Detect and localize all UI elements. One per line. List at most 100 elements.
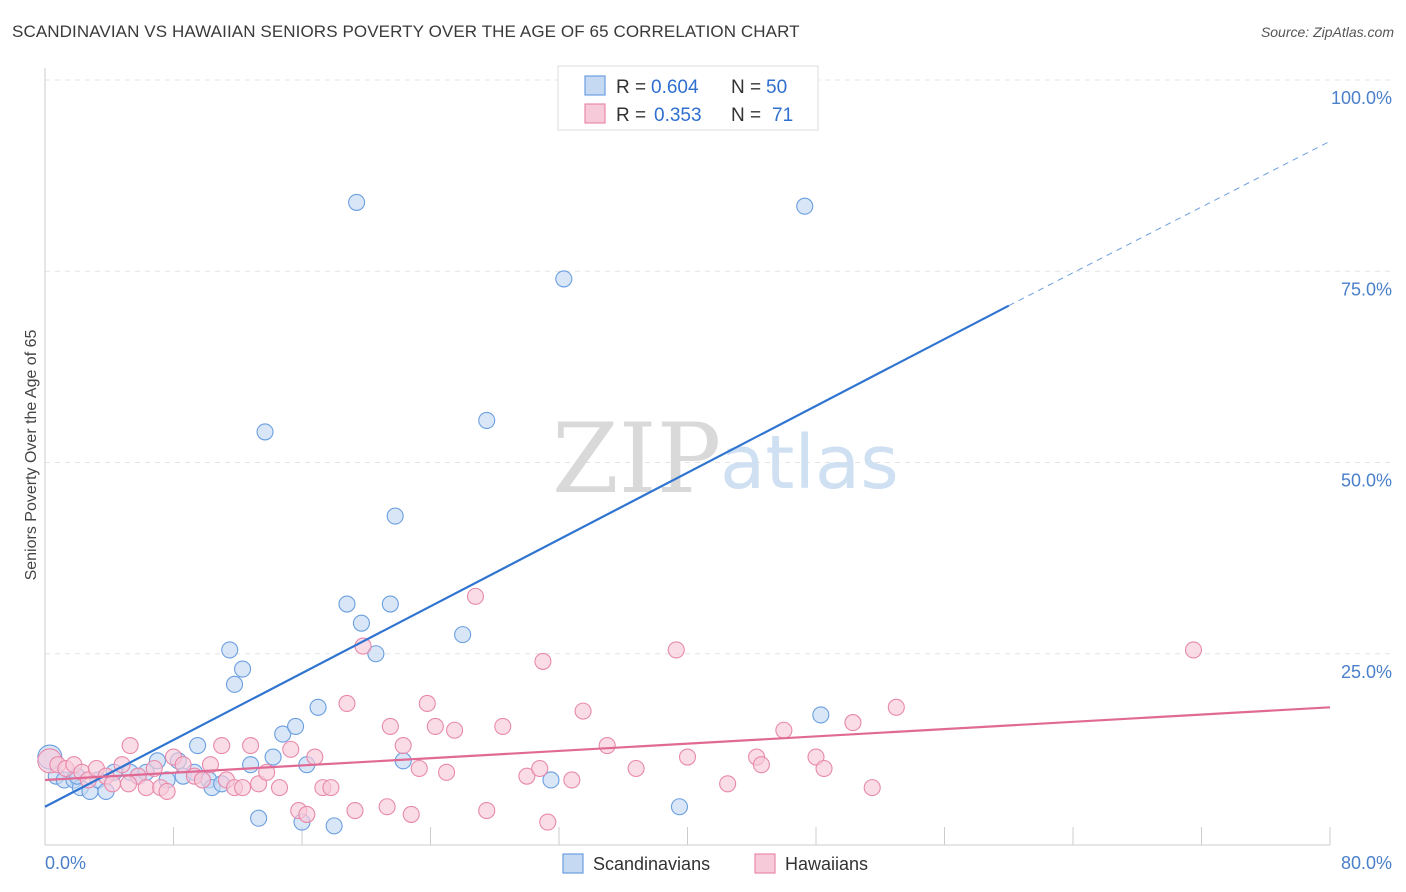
point-hawaiians-24 xyxy=(234,779,252,797)
point-scandinavians-43 xyxy=(542,771,560,789)
point-scandinavians-46 xyxy=(796,197,814,215)
point-hawaiians-54 xyxy=(563,771,581,789)
y-tick-label-100: 100.0% xyxy=(1331,88,1392,108)
point-scandinavians-36 xyxy=(352,614,370,632)
point-hawaiians-42 xyxy=(410,759,428,778)
point-hawaiians-68 xyxy=(887,698,905,716)
point-hawaiians-35 xyxy=(338,694,356,713)
chart-source: Source: ZipAtlas.com xyxy=(1260,24,1394,40)
y-tick-label-50: 50.0% xyxy=(1341,471,1392,491)
point-scandinavians-42 xyxy=(478,411,496,429)
y-tick-label-75: 75.0% xyxy=(1341,279,1392,299)
legend-r-label-1: R = xyxy=(616,77,646,98)
point-hawaiians-32 xyxy=(306,748,324,766)
point-hawaiians-63 xyxy=(775,721,793,739)
chart-title: SCANDINAVIAN VS HAWAIIAN SENIORS POVERTY… xyxy=(12,22,800,41)
point-scandinavians-21 xyxy=(221,641,239,659)
point-hawaiians-21 xyxy=(213,736,231,755)
bottom-legend-swatch-scandinavians xyxy=(562,853,584,874)
legend-n-value-1: 50 xyxy=(766,77,787,98)
point-scandinavians-37 xyxy=(367,645,385,663)
y-tick-label-25: 25.0% xyxy=(1341,662,1392,682)
point-scandinavians-25 xyxy=(250,809,268,827)
point-hawaiians-65 xyxy=(815,759,833,778)
point-hawaiians-43 xyxy=(418,694,436,713)
point-scandinavians-27 xyxy=(264,748,282,766)
bottom-legend-swatch-hawaiians xyxy=(754,853,776,874)
point-hawaiians-62 xyxy=(752,756,770,774)
point-hawaiians-51 xyxy=(531,759,549,778)
point-hawaiians-12 xyxy=(137,779,155,797)
point-scandinavians-35 xyxy=(348,193,366,211)
watermark: ZIP atlas xyxy=(552,403,899,515)
point-scandinavians-45 xyxy=(670,798,689,816)
grid xyxy=(45,79,1392,655)
point-hawaiians-47 xyxy=(466,587,485,605)
point-hawaiians-57 xyxy=(627,759,645,778)
point-hawaiians-15 xyxy=(158,782,176,801)
point-hawaiians-60 xyxy=(719,775,737,793)
point-hawaiians-19 xyxy=(193,771,211,789)
point-hawaiians-45 xyxy=(438,763,456,781)
point-hawaiians-36 xyxy=(346,802,364,820)
trend-lines xyxy=(44,140,1331,808)
y-axis-label: Seniors Poverty Over the Age of 65 xyxy=(23,330,40,581)
point-hawaiians-40 xyxy=(394,736,412,755)
point-hawaiians-46 xyxy=(446,721,464,739)
bottom-legend-scandinavians: Scandinavians xyxy=(593,854,710,874)
point-hawaiians-34 xyxy=(322,779,340,797)
point-hawaiians-52 xyxy=(534,652,552,670)
trend-line-scandinavians xyxy=(44,304,1010,808)
point-scandinavians-29 xyxy=(287,717,305,735)
bottom-legend-hawaiians: Hawaiians xyxy=(785,854,868,874)
point-hawaiians-50 xyxy=(518,767,536,785)
legend-r-value-2: 0.353 xyxy=(654,105,702,126)
legend-n-label-2: N = xyxy=(731,105,761,126)
point-hawaiians-67 xyxy=(863,779,881,797)
point-scandinavians-23 xyxy=(234,660,252,678)
legend-r-value-1: 0.604 xyxy=(651,77,699,98)
point-hawaiians-41 xyxy=(402,805,420,823)
point-scandinavians-39 xyxy=(386,507,404,525)
point-scandinavians-28 xyxy=(274,725,292,743)
legend-swatch-scandinavians xyxy=(584,75,606,96)
trend-line-hawaiians xyxy=(44,706,1331,782)
point-scandinavians-33 xyxy=(325,817,343,835)
point-hawaiians-29 xyxy=(282,740,300,758)
legend-swatch-hawaiians xyxy=(584,103,606,124)
tick-labels: 100.0% 75.0% 50.0% 25.0% 0.0% 80.0% xyxy=(45,88,1392,873)
point-hawaiians-8 xyxy=(103,775,122,793)
point-scandinavians-22 xyxy=(225,675,244,693)
point-hawaiians-66 xyxy=(844,714,862,732)
point-scandinavians-32 xyxy=(309,698,327,716)
trend-line-scandinavians-extrapolated xyxy=(1008,140,1331,307)
point-hawaiians-55 xyxy=(574,702,592,720)
axes xyxy=(44,68,1331,846)
point-scandinavians-34 xyxy=(338,595,356,613)
point-hawaiians-25 xyxy=(242,736,260,755)
point-hawaiians-39 xyxy=(381,717,399,735)
point-hawaiians-56 xyxy=(598,736,616,755)
point-hawaiians-38 xyxy=(378,798,396,816)
series-legend: Scandinavians Hawaiians xyxy=(562,853,868,874)
point-hawaiians-48 xyxy=(478,802,496,820)
legend-n-label-1: N = xyxy=(731,77,761,98)
point-hawaiians-69 xyxy=(1184,641,1203,659)
point-hawaiians-10 xyxy=(121,736,139,755)
x-tick-label-max: 80.0% xyxy=(1341,853,1392,873)
point-scandinavians-24 xyxy=(242,756,260,774)
data-points xyxy=(37,71,1203,835)
correlation-legend: R = 0.604 N = 50 R = 0.353 N = 71 xyxy=(557,65,819,131)
x-tick-label-min: 0.0% xyxy=(45,853,86,873)
point-scandinavians-41 xyxy=(454,626,472,644)
legend-r-label-2: R = xyxy=(616,105,646,126)
point-scandinavians-38 xyxy=(381,595,399,613)
point-hawaiians-58 xyxy=(667,641,685,659)
point-hawaiians-31 xyxy=(298,805,316,823)
point-hawaiians-59 xyxy=(678,748,697,766)
point-scandinavians-44 xyxy=(555,270,573,288)
legend-n-value-2: 71 xyxy=(772,105,793,126)
watermark-zip: ZIP xyxy=(552,403,721,515)
watermark-atlas: atlas xyxy=(720,420,899,506)
